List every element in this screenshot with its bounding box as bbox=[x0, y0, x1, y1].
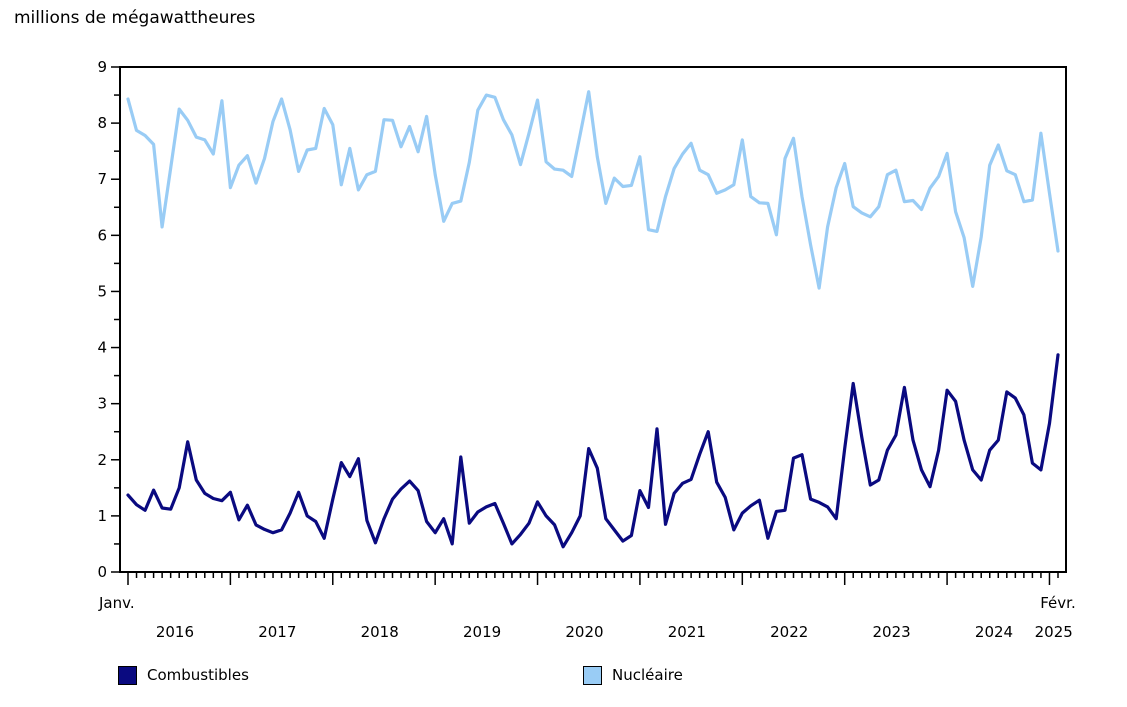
year-label-2017: 2017 bbox=[258, 623, 296, 641]
year-label-2021: 2021 bbox=[668, 623, 706, 641]
year-label-2018: 2018 bbox=[361, 623, 399, 641]
combustibles-swatch-icon bbox=[118, 665, 137, 685]
legend-item-nucleaire: Nucléaire bbox=[583, 664, 683, 686]
y-tick-label-5: 5 bbox=[97, 282, 107, 300]
series-line-nuclaire bbox=[126, 90, 1060, 290]
y-tick-label-9: 9 bbox=[97, 58, 107, 76]
legend-item-combustibles: Combustibles bbox=[118, 664, 249, 686]
legend-label: Combustibles bbox=[147, 666, 249, 684]
nucleaire-swatch-icon bbox=[583, 665, 602, 685]
y-tick-label-7: 7 bbox=[97, 170, 107, 188]
year-label-2019: 2019 bbox=[463, 623, 501, 641]
plot-frame bbox=[119, 66, 1067, 573]
y-tick-label-6: 6 bbox=[97, 226, 107, 244]
year-label-2016: 2016 bbox=[156, 623, 194, 641]
year-label-2025: 2025 bbox=[1035, 623, 1073, 641]
y-tick-label-0: 0 bbox=[97, 563, 107, 581]
year-label-2020: 2020 bbox=[565, 623, 603, 641]
y-tick-label-2: 2 bbox=[97, 451, 107, 469]
chart-legend: Combustibles Nucléaire bbox=[0, 660, 1127, 694]
year-label-2024: 2024 bbox=[975, 623, 1013, 641]
year-label-2023: 2023 bbox=[873, 623, 911, 641]
y-tick-label-1: 1 bbox=[97, 507, 107, 525]
series-line-combustibles bbox=[126, 353, 1060, 549]
x-first-month-label: Janv. bbox=[98, 594, 135, 612]
chart-title: millions de mégawattheures bbox=[14, 8, 256, 28]
legend-label: Nucléaire bbox=[612, 666, 683, 684]
x-last-month-label: Févr. bbox=[1040, 594, 1075, 612]
y-tick-label-4: 4 bbox=[97, 339, 107, 357]
year-label-2022: 2022 bbox=[770, 623, 808, 641]
y-tick-label-8: 8 bbox=[97, 114, 107, 132]
y-tick-label-3: 3 bbox=[97, 395, 107, 413]
